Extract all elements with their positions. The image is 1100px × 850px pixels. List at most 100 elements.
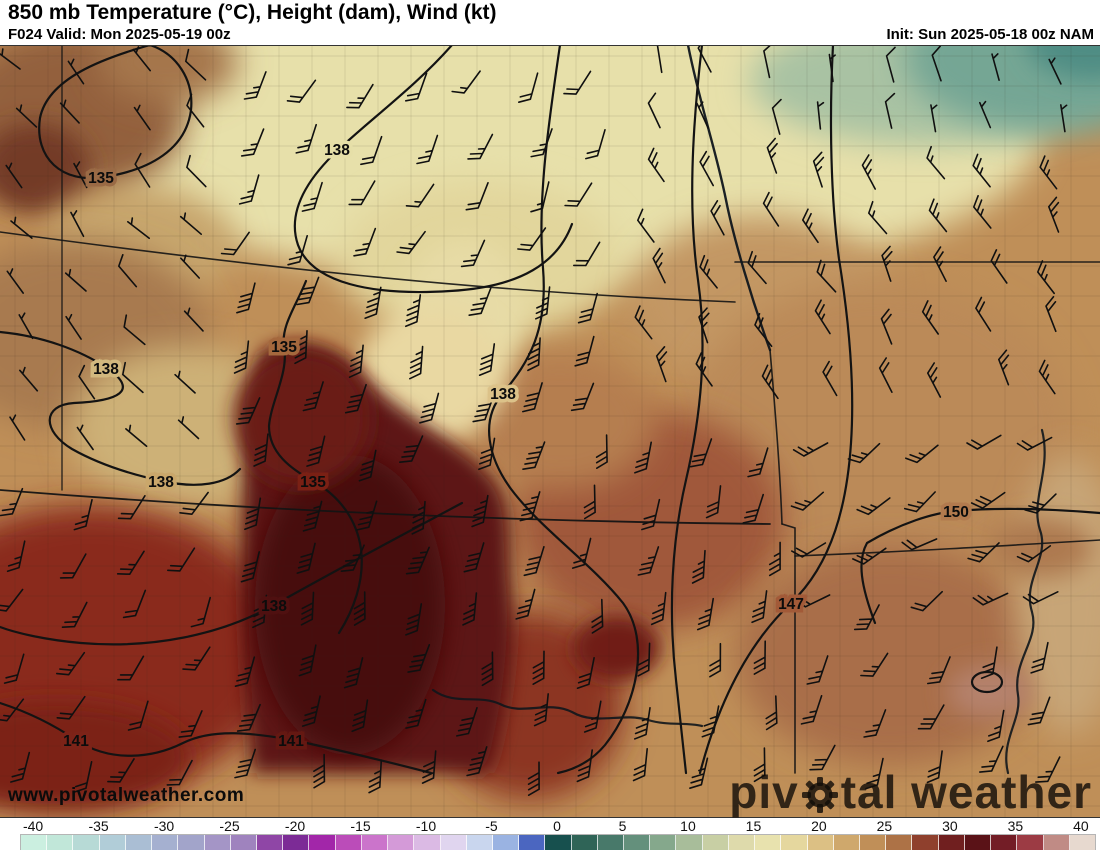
wind-barb <box>527 337 541 372</box>
wind-barb <box>343 657 364 689</box>
wind-barb <box>234 748 256 779</box>
wind-barb <box>970 491 1006 509</box>
wind-barb <box>910 590 943 612</box>
wind-barb <box>481 651 494 687</box>
wind-barb <box>353 591 366 626</box>
wind-barb <box>790 491 824 511</box>
height-contour-label: 135 <box>271 339 297 356</box>
colorbar-cell <box>361 835 389 850</box>
wind-barb <box>313 753 326 789</box>
colorbar-cell <box>125 835 153 850</box>
wind-barb <box>1048 196 1060 233</box>
wind-barb <box>655 346 668 383</box>
map-title: 850 mb Temperature (°C), Height (dam), W… <box>8 1 497 24</box>
wind-barb <box>697 46 712 73</box>
height-contour-label: 138 <box>261 598 287 615</box>
wind-barb <box>794 594 831 608</box>
wind-barb <box>360 135 383 166</box>
height-contour-line <box>0 501 464 646</box>
wind-barb <box>174 370 196 394</box>
wind-barb <box>1038 359 1056 395</box>
wind-barb <box>530 128 553 158</box>
map-canvas: 135 138 138 138 135 135 138 138 141 141 147 150 www… <box>0 45 1100 818</box>
colorbar-cell <box>21 835 48 850</box>
map-header: 850 mb Temperature (°C), Height (dam), W… <box>0 0 1100 45</box>
wind-barb <box>847 442 881 464</box>
wind-barb <box>183 307 204 332</box>
wind-barb <box>123 314 146 346</box>
colorbar-cell <box>624 835 651 850</box>
wind-barb <box>1024 493 1057 514</box>
wind-barb <box>689 438 713 468</box>
forecast-valid-label: F024 Valid: Mon 2025-05-19 00z <box>8 26 231 43</box>
colorbar-cell <box>807 835 834 850</box>
wind-barb <box>411 500 426 535</box>
wind-barb <box>865 757 884 790</box>
wind-barb <box>1022 591 1059 605</box>
colorbar-cell <box>204 835 231 850</box>
height-contour-label: 138 <box>93 361 119 378</box>
wind-barb <box>927 656 951 685</box>
colorbar-tick: 15 <box>745 818 762 834</box>
wind-barb <box>59 99 80 124</box>
wind-barb <box>235 397 261 425</box>
wind-barb <box>880 308 893 345</box>
wind-barb <box>800 695 823 725</box>
wind-barb <box>59 553 87 579</box>
wind-barb <box>421 750 437 784</box>
height-contour-line <box>38 46 193 180</box>
wind-barb <box>286 79 317 103</box>
wind-barb <box>806 655 829 685</box>
wind-barb <box>647 92 661 129</box>
wind-barb <box>127 700 149 731</box>
wind-barb <box>56 695 86 720</box>
height-contour-line <box>698 46 854 775</box>
wind-barb <box>15 104 38 128</box>
wind-barb <box>991 53 1000 81</box>
wind-barb <box>118 254 138 288</box>
wind-barb <box>358 449 377 482</box>
wind-barb <box>351 699 369 733</box>
colorbar-tick-labels: -40 -35 -30 -25 -20 -15 -10 -5 0 5 10 15 20 25 30 35 40 <box>0 818 1100 834</box>
wind-barb <box>634 305 653 340</box>
wind-barb <box>695 352 713 387</box>
wind-barb <box>18 312 34 340</box>
wind-barb <box>921 300 939 335</box>
wind-barb <box>689 757 709 789</box>
wind-barb <box>9 414 26 441</box>
wind-barb <box>78 364 96 400</box>
wind-barb <box>240 551 260 583</box>
colorbar-cell <box>597 835 625 850</box>
wind-barb <box>67 58 85 85</box>
wind-barb <box>177 416 200 440</box>
colorbar-cell <box>47 835 74 850</box>
state-boundary <box>781 523 796 774</box>
wind-barb <box>186 154 207 188</box>
height-contour-label: 138 <box>490 386 516 403</box>
wind-barb <box>696 597 714 631</box>
wind-barb <box>478 437 496 471</box>
height-contour-label: 141 <box>63 733 89 750</box>
wind-barb <box>577 292 598 324</box>
wind-barb <box>463 542 485 573</box>
colorbar-tick: 40 <box>1073 818 1089 834</box>
wind-barb <box>368 759 383 794</box>
wind-barb <box>125 424 148 447</box>
website-watermark: www.pivotalweather.com <box>8 785 245 806</box>
wind-barb <box>300 591 315 626</box>
wind-barb <box>576 657 595 689</box>
colorbar-cell <box>702 835 729 850</box>
wind-barb <box>301 181 323 212</box>
wind-barb <box>179 212 202 235</box>
colorbar-cell <box>230 835 257 850</box>
colorbar-tick: -30 <box>153 818 175 834</box>
wind-barb <box>73 761 93 793</box>
wind-barb <box>61 601 88 628</box>
wind-barb <box>967 542 1000 563</box>
colorbar-cell <box>886 835 913 850</box>
wind-barb <box>234 656 256 687</box>
height-contour-line <box>267 279 363 635</box>
wind-barb <box>975 296 992 332</box>
wind-barb <box>478 343 496 376</box>
height-contour-line <box>0 330 242 486</box>
